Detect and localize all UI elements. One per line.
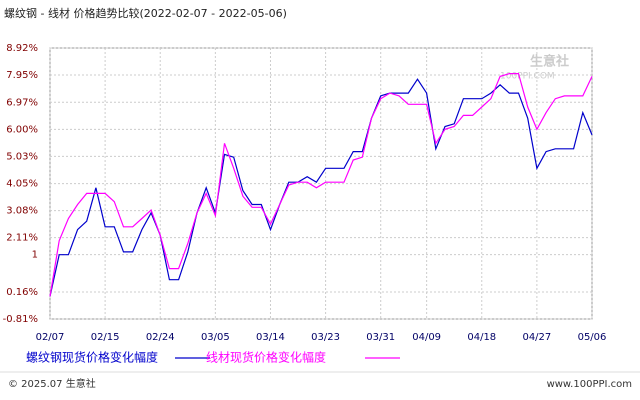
x-tick-label: 03/14 [256, 332, 285, 343]
y-tick-label: 6.00% [6, 124, 38, 135]
y-tick-label: 0.16% [6, 287, 38, 298]
y-tick-label: 5.03% [6, 151, 38, 162]
y-tick-label: 6.97% [6, 97, 38, 108]
chart-title: 螺纹钢 - 线材 价格趋势比较(2022-02-07 - 2022-05-06) [4, 6, 287, 20]
watermark: 100PPI.COM [500, 72, 555, 82]
x-tick-label: 04/09 [412, 332, 441, 343]
x-tick-label: 02/24 [146, 332, 175, 343]
legend-label: 线材现货价格变化幅度 [206, 350, 326, 365]
y-tick-label: 2.11% [6, 233, 38, 244]
y-tick-label: -0.81% [3, 314, 38, 325]
x-tick-label: 02/07 [36, 332, 65, 343]
x-tick-label: 04/18 [467, 332, 496, 343]
y-tick-label: 8.92% [6, 43, 38, 54]
watermark: 生意社 [530, 54, 569, 70]
legend-label: 螺纹钢现货价格变化幅度 [26, 350, 158, 365]
series-line [49, 78, 593, 297]
x-tick-label: 03/31 [366, 332, 395, 343]
y-tick-label: 4.05% [6, 179, 38, 190]
x-tick-label: 03/23 [311, 332, 340, 343]
x-tick-label: 04/27 [522, 332, 551, 343]
y-tick-label: 7.95% [6, 70, 38, 81]
copyright: © 2025.07 生意社 [8, 377, 96, 390]
x-tick-label: 02/15 [91, 332, 120, 343]
series-line [49, 73, 593, 297]
y-tick-label: 1 [32, 250, 38, 261]
y-tick-label: 3.08% [6, 206, 38, 217]
x-tick-label: 03/05 [201, 332, 230, 343]
website: www.100PPI.com [547, 379, 632, 390]
x-tick-label: 05/06 [578, 332, 607, 343]
